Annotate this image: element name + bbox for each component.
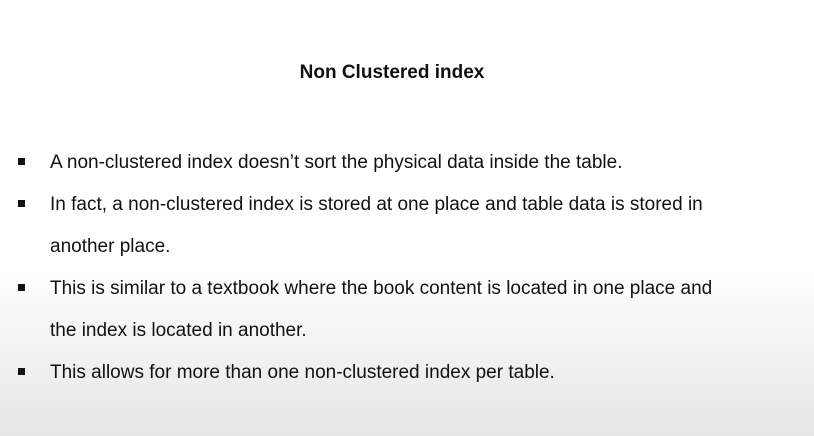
square-bullet-icon <box>18 158 25 165</box>
bullet-list: A non-clustered index doesn’t sort the p… <box>0 142 814 394</box>
square-bullet-icon <box>18 200 25 207</box>
bullet-text-line: In fact, a non-clustered index is stored… <box>50 194 703 215</box>
bullet-item: This is similar to a textbook where the … <box>0 268 814 352</box>
bullet-item: This allows for more than one non-cluste… <box>0 352 814 394</box>
bullet-text-line: This allows for more than one non-cluste… <box>50 362 555 383</box>
square-bullet-icon <box>18 284 25 291</box>
bullet-text-line: another place. <box>50 236 171 257</box>
bullet-text-line: A non-clustered index doesn’t sort the p… <box>50 152 623 173</box>
bullet-item: In fact, a non-clustered index is stored… <box>0 184 814 268</box>
slide-title: Non Clustered index <box>299 62 485 83</box>
bullet-text-line: the index is located in another. <box>50 320 307 341</box>
bullet-text-line: This is similar to a textbook where the … <box>50 278 713 299</box>
square-bullet-icon <box>18 368 25 375</box>
bullet-item: A non-clustered index doesn’t sort the p… <box>0 142 814 184</box>
